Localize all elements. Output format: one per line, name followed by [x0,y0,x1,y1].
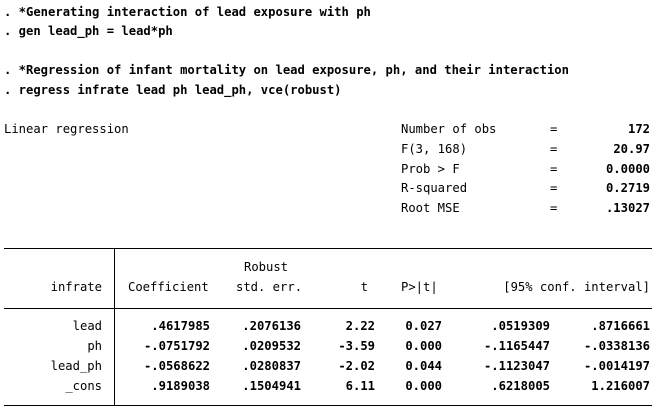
row-name: lead [72,319,102,333]
cell-ci-low: .6218005 [491,379,550,393]
cell-t: -2.02 [338,359,375,373]
cell-p: 0.000 [405,379,442,393]
cell-ci-high: .8716661 [591,319,650,333]
stat-label-nobs: Number of obs [401,122,497,136]
table-header-rule [4,308,652,309]
header-conf-interval: [95% conf. interval] [503,280,650,294]
header-t: t [360,280,368,294]
stat-label-f: F(3, 168) [401,142,468,156]
table-column-divider [114,248,115,406]
table-bottom-rule [4,405,652,406]
header-depvar: infrate [50,280,102,294]
header-coefficient: Coefficient [128,280,209,294]
row-name: lead_ph [50,359,102,373]
header-robust: Robust [244,260,289,274]
model-title: Linear regression [4,122,129,136]
cell-p: 0.000 [405,339,442,353]
row-name: ph [87,339,102,353]
command-line-4: . regress infrate lead ph lead_ph, vce(r… [4,83,342,97]
stat-label-probf: Prob > F [401,162,460,176]
stat-label-r2: R-squared [401,181,468,195]
cell-ci-high: 1.216007 [591,379,650,393]
cell-se: .0280837 [242,359,301,373]
cell-t: 2.22 [345,319,375,333]
cell-coef: .9189038 [151,379,210,393]
command-line-2: . gen lead_ph = lead*ph [4,24,173,38]
header-pvalue: P>|t| [401,280,438,294]
cell-ci-high: -.0338136 [583,339,650,353]
table-top-rule [4,248,652,249]
stat-eq-nobs: = [550,122,558,136]
stat-eq-r2: = [550,181,558,195]
command-line-3: . *Regression of infant mortality on lea… [4,63,569,77]
cell-se: .0209532 [242,339,301,353]
cell-ci-high: -.0014197 [583,359,650,373]
cell-p: 0.027 [405,319,442,333]
cell-t: 6.11 [345,379,375,393]
row-name: _cons [65,379,102,393]
stat-value-r2: 0.2719 [605,181,650,195]
stat-value-probf: 0.0000 [605,162,650,176]
cell-se: .1504941 [242,379,301,393]
command-line-1: . *Generating interaction of lead exposu… [4,5,371,19]
cell-ci-low: -.1123047 [483,359,550,373]
stat-value-rmse: .13027 [605,201,650,215]
stat-value-nobs: 172 [627,122,650,136]
cell-ci-low: .0519309 [491,319,550,333]
cell-p: 0.044 [405,359,442,373]
cell-coef: -.0751792 [143,339,210,353]
cell-t: -3.59 [338,339,375,353]
stat-label-rmse: Root MSE [401,201,460,215]
stat-value-f: 20.97 [613,142,650,156]
stat-eq-rmse: = [550,201,558,215]
stat-eq-probf: = [550,162,558,176]
cell-se: .2076136 [242,319,301,333]
cell-coef: .4617985 [151,319,210,333]
stat-eq-f: = [550,142,558,156]
cell-ci-low: -.1165447 [483,339,550,353]
cell-coef: -.0568622 [143,359,210,373]
header-std-err: std. err. [236,280,303,294]
